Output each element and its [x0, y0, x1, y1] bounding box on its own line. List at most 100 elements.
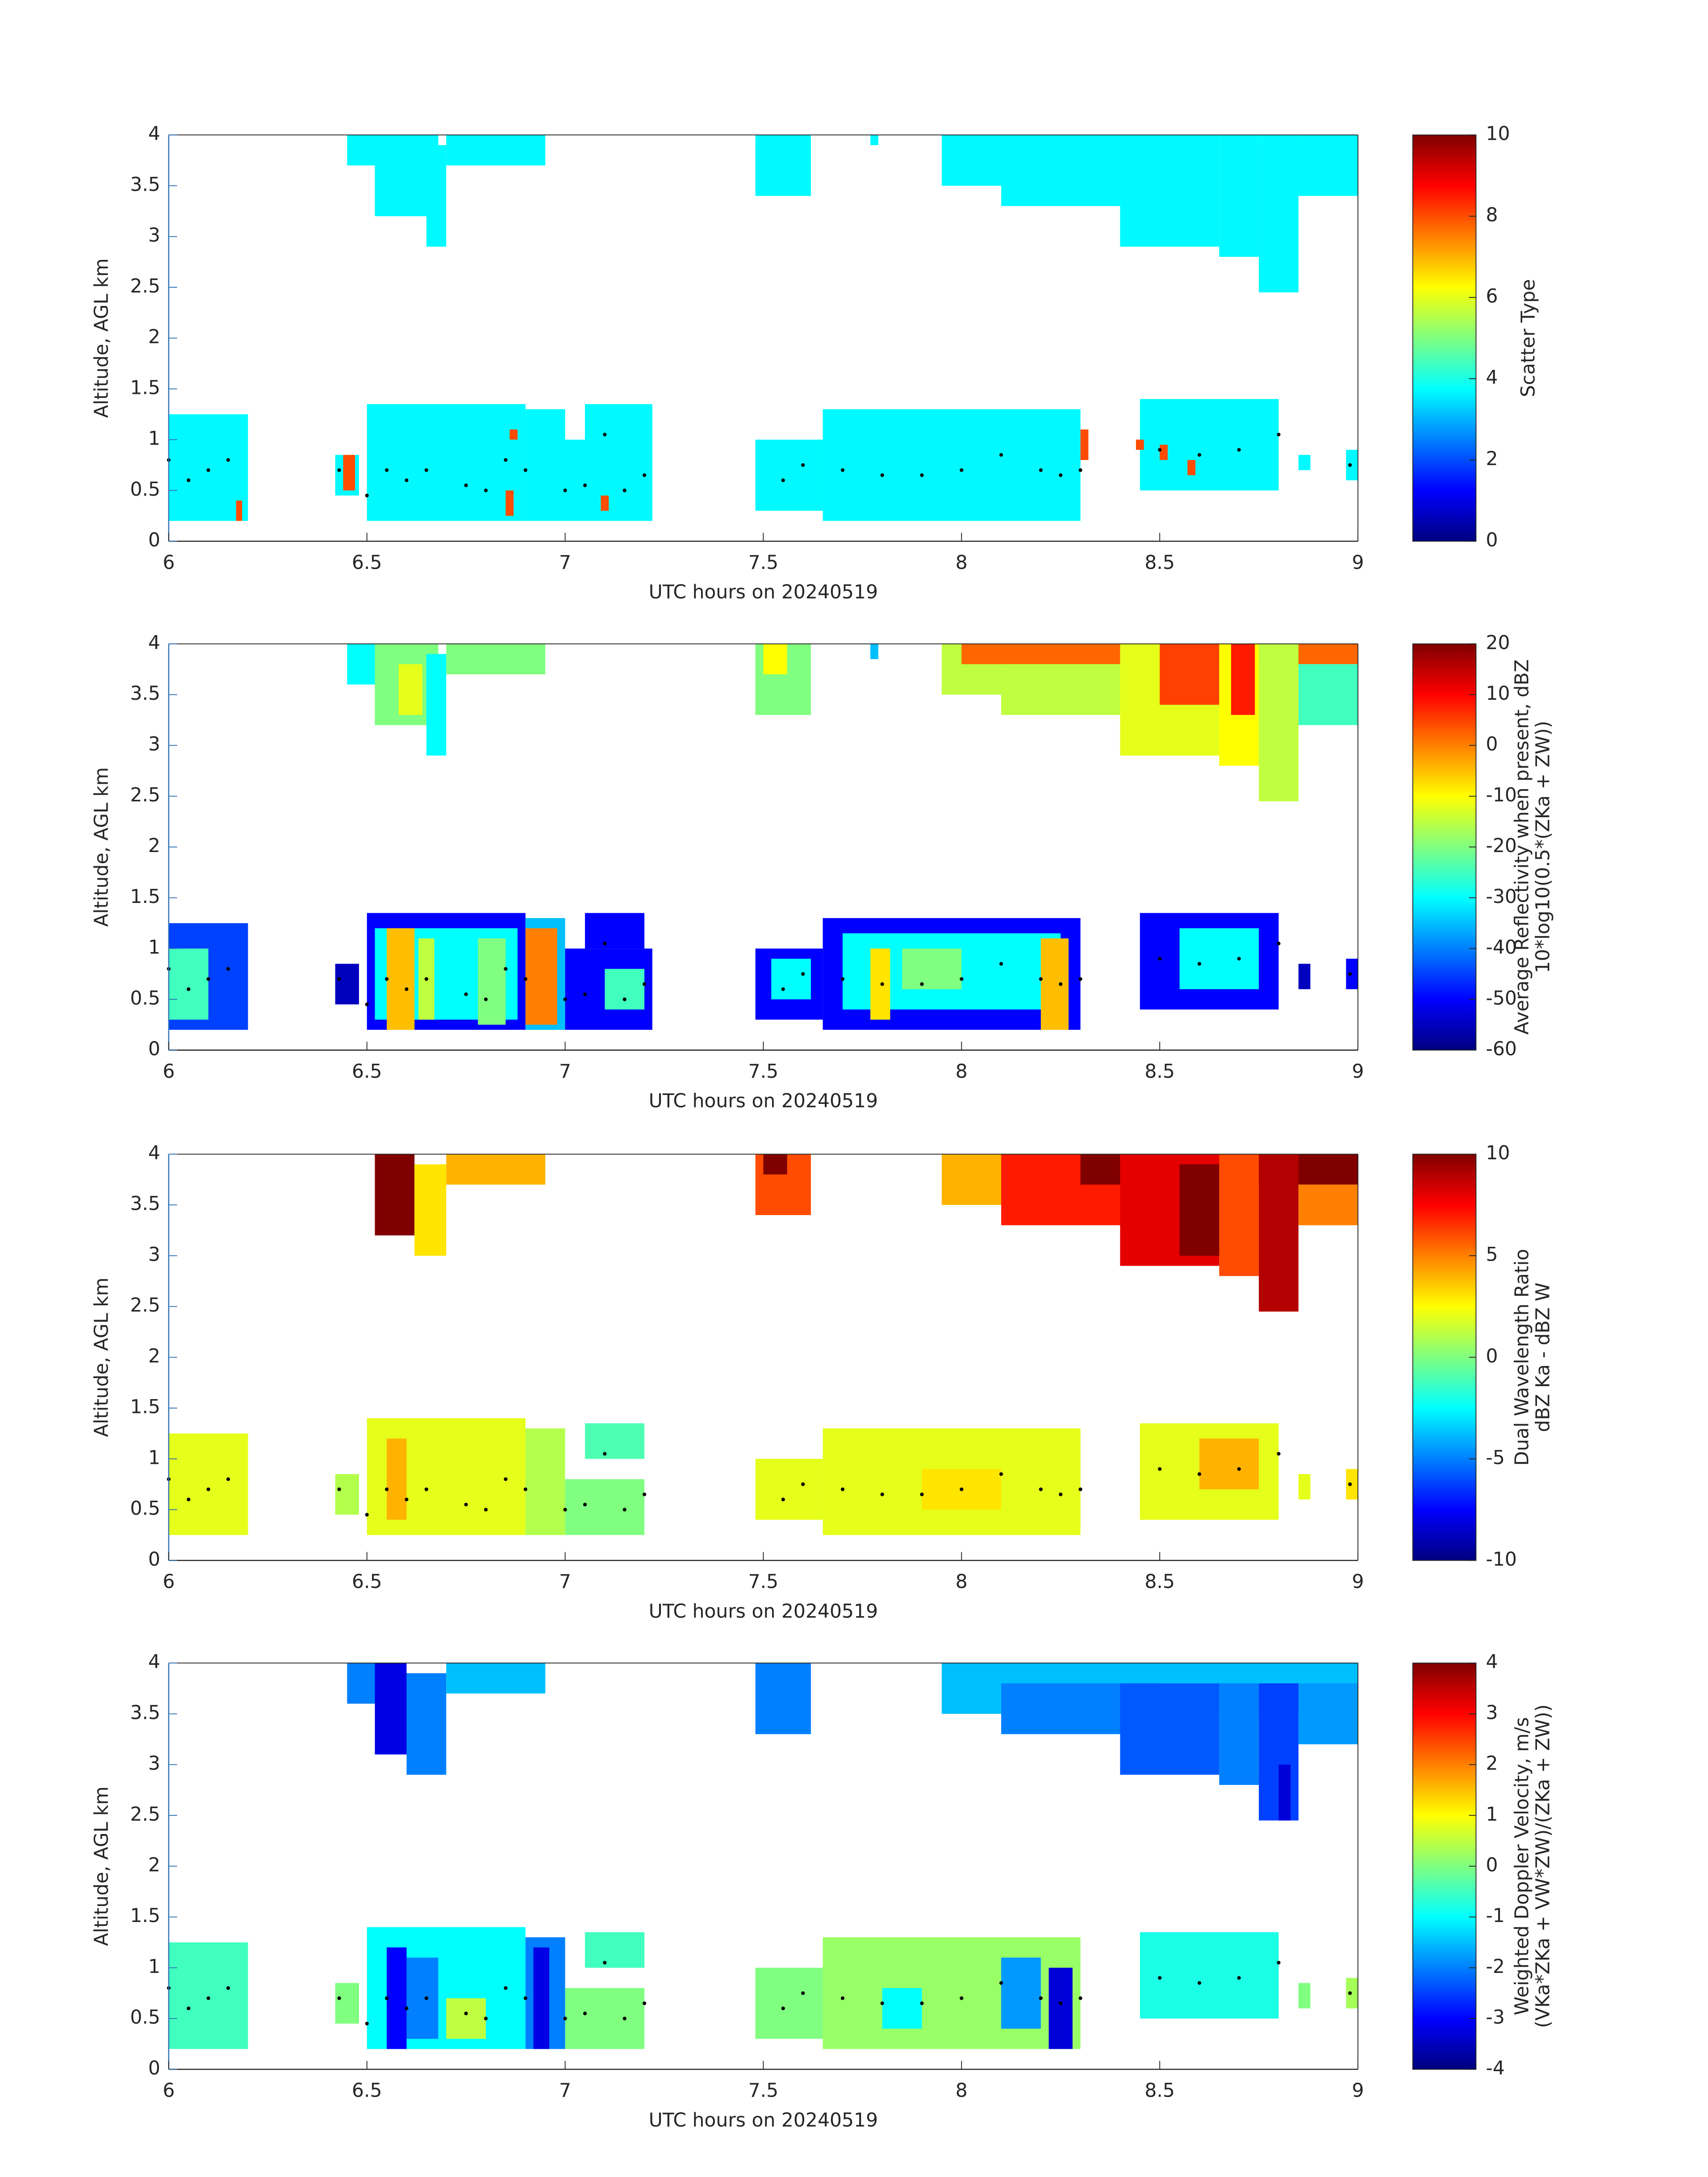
data-cell — [1179, 928, 1259, 990]
colorbar — [1412, 1153, 1477, 1561]
point — [801, 463, 805, 467]
data-cell — [601, 495, 609, 511]
point — [1197, 1472, 1202, 1476]
x-tick-label: 6 — [163, 1571, 175, 1593]
point — [840, 468, 845, 472]
point — [484, 1508, 488, 1512]
x-tick-label: 7.5 — [748, 552, 779, 574]
x-axis-label: UTC hours on 20240519 — [649, 581, 878, 603]
x-tick-label: 7 — [559, 2080, 571, 2102]
data-cell — [755, 135, 811, 196]
y-tick-label: 0 — [148, 2057, 160, 2079]
point — [622, 997, 626, 1001]
point — [484, 997, 488, 1001]
data-cell — [1298, 664, 1358, 725]
y-tick-label: 0.5 — [130, 1498, 160, 1520]
point — [1348, 463, 1352, 467]
data-cell — [387, 1947, 407, 2049]
y-tick-label: 2 — [148, 326, 160, 348]
point — [643, 473, 647, 477]
point — [880, 982, 884, 986]
point — [206, 1487, 210, 1492]
point — [563, 997, 567, 1001]
point — [880, 473, 884, 477]
x-tick-label: 9 — [1352, 1061, 1364, 1082]
point — [226, 1986, 230, 1990]
point — [920, 1492, 924, 1496]
colorbar-tick-label: -50 — [1486, 987, 1517, 1009]
point — [1197, 962, 1202, 966]
point — [603, 941, 607, 945]
y-tick-label: 1.5 — [130, 377, 160, 399]
point — [206, 468, 210, 472]
x-tick-label: 8.5 — [1144, 1571, 1175, 1593]
x-tick-label: 8 — [956, 2080, 968, 2102]
point — [1059, 473, 1063, 477]
data-cell — [1001, 1957, 1041, 2029]
data-cell — [525, 928, 557, 1025]
colorbar-label: Weighted Doppler Velocity, m/s — [1511, 1717, 1533, 2015]
y-tick-label: 3 — [148, 1244, 160, 1266]
point — [1059, 2001, 1063, 2006]
colorbar-tick-label: 10 — [1486, 1142, 1510, 1164]
data-cell — [585, 913, 645, 949]
y-tick-label: 2.5 — [130, 276, 160, 297]
x-tick-label: 6.5 — [352, 1571, 382, 1593]
point — [603, 1452, 607, 1456]
x-tick-label: 8 — [956, 1061, 968, 1082]
point — [643, 2001, 647, 2006]
y-tick-label: 1.5 — [130, 1396, 160, 1418]
point — [563, 1508, 567, 1512]
data-cell — [755, 1458, 823, 1520]
data-cell — [343, 455, 355, 491]
data-cell — [1040, 938, 1069, 1030]
point — [1277, 941, 1281, 945]
point — [1039, 1487, 1043, 1492]
y-tick-label: 0 — [148, 1038, 160, 1060]
point — [1197, 1981, 1202, 1985]
point — [187, 1497, 191, 1501]
point — [999, 1472, 1003, 1476]
data-cell — [1259, 1154, 1299, 1312]
point — [337, 1487, 341, 1492]
colorbar — [1412, 1663, 1477, 2070]
y-tick-label: 4 — [148, 632, 160, 654]
point — [206, 1996, 210, 2000]
colorbar-tick-label: 0 — [1486, 1345, 1498, 1367]
colorbar-tick-label: 5 — [1486, 1244, 1498, 1266]
point — [504, 1477, 508, 1481]
data-cell — [1298, 455, 1311, 470]
y-tick-label: 3.5 — [130, 1702, 160, 1724]
y-tick-label: 0.5 — [130, 987, 160, 1009]
colorbar-tick-label: 2 — [1486, 1753, 1498, 1775]
data-cell — [1298, 1184, 1358, 1225]
y-tick-label: 4 — [148, 123, 160, 145]
data-cell — [375, 1663, 407, 1755]
point — [999, 962, 1003, 966]
data-cell — [755, 439, 823, 511]
colorbar-tick-label: 0 — [1486, 734, 1498, 756]
point — [583, 1503, 587, 1507]
y-axis-label: Altitude, AGL km — [91, 1786, 113, 1946]
data-cell — [1298, 964, 1311, 990]
point — [781, 478, 785, 482]
data-cell — [406, 1673, 447, 1775]
data-cell — [509, 429, 518, 440]
point — [1158, 1976, 1162, 1980]
panel: 6 6.5 7 7.5 8 8.5 9 0 0.5 1 1.5 2 2.5 3 3.5 4 UTC hours … — [91, 123, 1539, 603]
point — [1348, 972, 1352, 976]
colorbar-tick-label: 1 — [1486, 1804, 1498, 1826]
data-cell — [367, 404, 526, 521]
point — [643, 982, 647, 986]
point — [405, 987, 409, 991]
point — [1158, 448, 1162, 452]
data-cell — [823, 1937, 1081, 2049]
data-cell — [446, 135, 546, 166]
data-cell — [168, 1433, 248, 1535]
data-cell — [446, 1998, 486, 2039]
point — [1237, 1467, 1241, 1471]
point — [385, 1487, 389, 1492]
data-cell — [1120, 1683, 1219, 1775]
y-tick-label: 2.5 — [130, 1804, 160, 1826]
data-cell — [1048, 1968, 1073, 2049]
